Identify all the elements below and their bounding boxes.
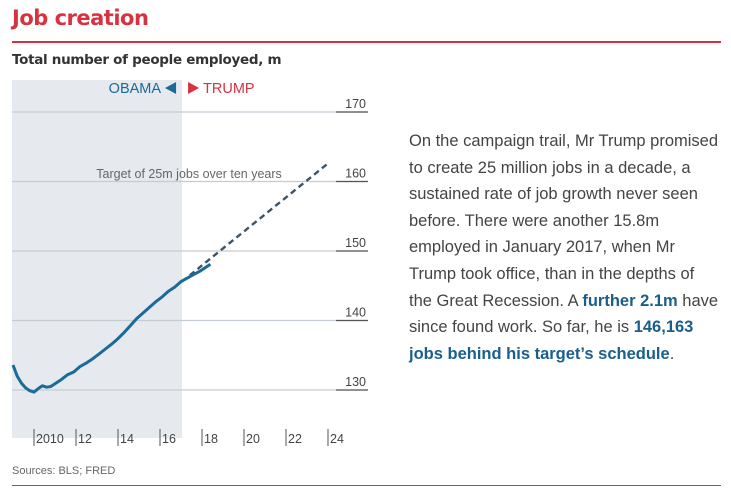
x-tick-label: 22 (288, 432, 302, 446)
x-tick-label: 12 (78, 432, 92, 446)
y-tick-label: 170 (345, 97, 366, 111)
title-rule (12, 41, 721, 43)
commentary-text: have since found work. So far, he is (409, 291, 719, 337)
trump-label: TRUMP (203, 81, 255, 97)
chart-title: Job creation (12, 6, 149, 30)
arrow-right-icon (188, 82, 200, 94)
commentary: On the campaign trail, Mr Trump promised… (409, 128, 719, 367)
bottom-rule (12, 485, 721, 486)
x-tick-label: 16 (162, 432, 176, 446)
commentary-text: On the campaign trail, Mr Trump promised… (409, 132, 719, 310)
highlight-further: further 2.1m (582, 291, 678, 310)
highlight-behind: 146,163 jobs behind his target’s schedul… (409, 318, 694, 363)
x-tick-label: 2010 (36, 432, 64, 446)
x-tick-label: 18 (204, 432, 218, 446)
y-tick-label: 130 (345, 375, 366, 389)
x-tick-label: 24 (330, 432, 344, 446)
x-axis: 2010 12 14 16 18 20 22 24 (33, 429, 344, 446)
x-tick-label: 20 (246, 432, 260, 446)
y-tick-label: 140 (345, 306, 366, 320)
employment-line (11, 262, 212, 394)
gridlines: 130 140 150 160 170 (12, 97, 368, 391)
arrow-left-icon (165, 82, 177, 94)
chart-subtitle: Total number of people employed, m (12, 52, 282, 68)
y-tick-label: 160 (345, 167, 366, 181)
target-line (181, 162, 329, 283)
x-tick-label: 14 (120, 432, 134, 446)
source-note: Sources: BLS; FRED (12, 465, 116, 477)
obama-term-shade (12, 80, 183, 438)
obama-label: OBAMA (109, 81, 162, 97)
y-tick-label: 150 (345, 236, 366, 250)
target-annotation: Target of 25m jobs over ten years (96, 167, 282, 181)
commentary-text: . (669, 344, 675, 363)
employment-chart: 130 140 150 160 170 2010 12 14 16 18 20 22 24 Targe… (11, 80, 368, 446)
